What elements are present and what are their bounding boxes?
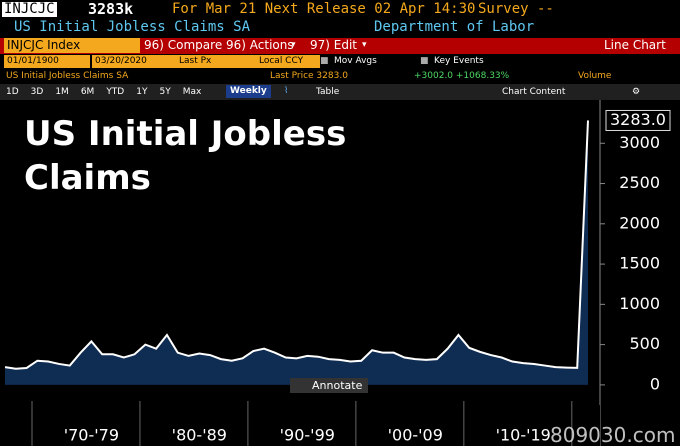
survey: Survey -- <box>478 1 554 17</box>
y-tick-label: 3000 <box>619 133 660 152</box>
ticker: INJCJC <box>2 1 57 17</box>
range-button[interactable]: 5Y <box>159 87 171 97</box>
checkbox[interactable]: ■ <box>320 56 329 66</box>
x-tick-label: '00-'09 <box>388 426 443 445</box>
chart-content[interactable]: Chart Content <box>502 87 566 97</box>
edit-button[interactable]: 97) Edit <box>306 38 362 53</box>
range-button[interactable]: Max <box>182 87 202 97</box>
x-tick-label: '70-'79 <box>64 426 119 445</box>
x-tick-label: '80-'89 <box>172 426 227 445</box>
volume: Volume <box>578 71 612 81</box>
y-tick-label: 1500 <box>619 254 660 273</box>
compare-button[interactable]: 96) Compare <box>140 38 227 53</box>
y-tick-label: 2000 <box>619 213 660 232</box>
frequency-select[interactable]: Weekly <box>226 85 271 98</box>
range-bar <box>0 84 680 100</box>
checkbox[interactable]: ■ <box>420 56 429 66</box>
series-line <box>4 120 589 370</box>
header-bar <box>0 0 680 20</box>
end-date[interactable]: 03/20/2020 <box>92 55 178 68</box>
last-value: 3283k <box>88 0 134 18</box>
source: Department of Labor <box>374 19 535 35</box>
date-separator: - <box>86 56 90 66</box>
chart-title: US Initial Jobless Claims <box>24 114 347 198</box>
series-legend: US Initial Jobless Claims SA <box>6 71 129 81</box>
view-label: Line Chart <box>604 38 666 52</box>
range-button[interactable]: 3D <box>30 87 44 97</box>
y-tick-label: 500 <box>629 334 660 353</box>
chart-type-icon[interactable]: ⌇ <box>284 86 289 96</box>
dropdown-arrow: ▾ <box>362 40 367 50</box>
table-button[interactable]: Table <box>316 87 340 97</box>
watermark: 809030.com <box>550 423 676 446</box>
range-button[interactable]: 1Y <box>136 87 148 97</box>
y-tick-label: 2500 <box>619 173 660 192</box>
security-input[interactable]: INJCJC Index <box>4 38 170 53</box>
mov-avgs[interactable]: Mov Avgs <box>334 56 377 66</box>
key-events[interactable]: Key Events <box>434 56 484 66</box>
range-buttons: 1D 3D 1M 6M YTD 1Y 5Y Max <box>6 86 213 99</box>
security-name: US Initial Jobless Claims SA <box>14 19 251 35</box>
annotate-button[interactable]: Annotate <box>290 378 369 393</box>
release-info: For Mar 21 Next Release 02 Apr 14:30 <box>172 1 476 17</box>
y-tick-label: 1000 <box>619 294 660 313</box>
currency-select[interactable]: Local CCY <box>256 55 320 68</box>
settings-icon[interactable]: ⚙ <box>632 87 641 97</box>
y-tick-label: 0 <box>650 374 660 393</box>
last-value-label: 3283.0 <box>610 110 666 129</box>
last-value-box <box>605 109 671 131</box>
x-axis-band <box>0 405 600 446</box>
range-button[interactable]: 1M <box>55 87 69 97</box>
range-button[interactable]: 1D <box>6 87 19 97</box>
field-select[interactable]: Last Px <box>176 55 256 68</box>
chart: 0 500 1000 1500 2000 2500 3000 '70-'79 '80-'89 '9… <box>0 100 671 446</box>
actions-button[interactable]: 96) Actions <box>222 38 298 53</box>
range-button[interactable]: YTD <box>106 87 125 97</box>
dropdown-arrow: ▾ <box>291 40 296 50</box>
x-tick-label: '10-'19 <box>496 426 551 445</box>
x-tick-label: '90-'99 <box>280 426 335 445</box>
range-button[interactable]: 6M <box>80 87 95 97</box>
start-date[interactable]: 01/01/1900 <box>4 55 90 68</box>
last-price: Last Price 3283.0 <box>270 71 348 81</box>
change: +3002.0 +1068.33% <box>414 71 510 81</box>
